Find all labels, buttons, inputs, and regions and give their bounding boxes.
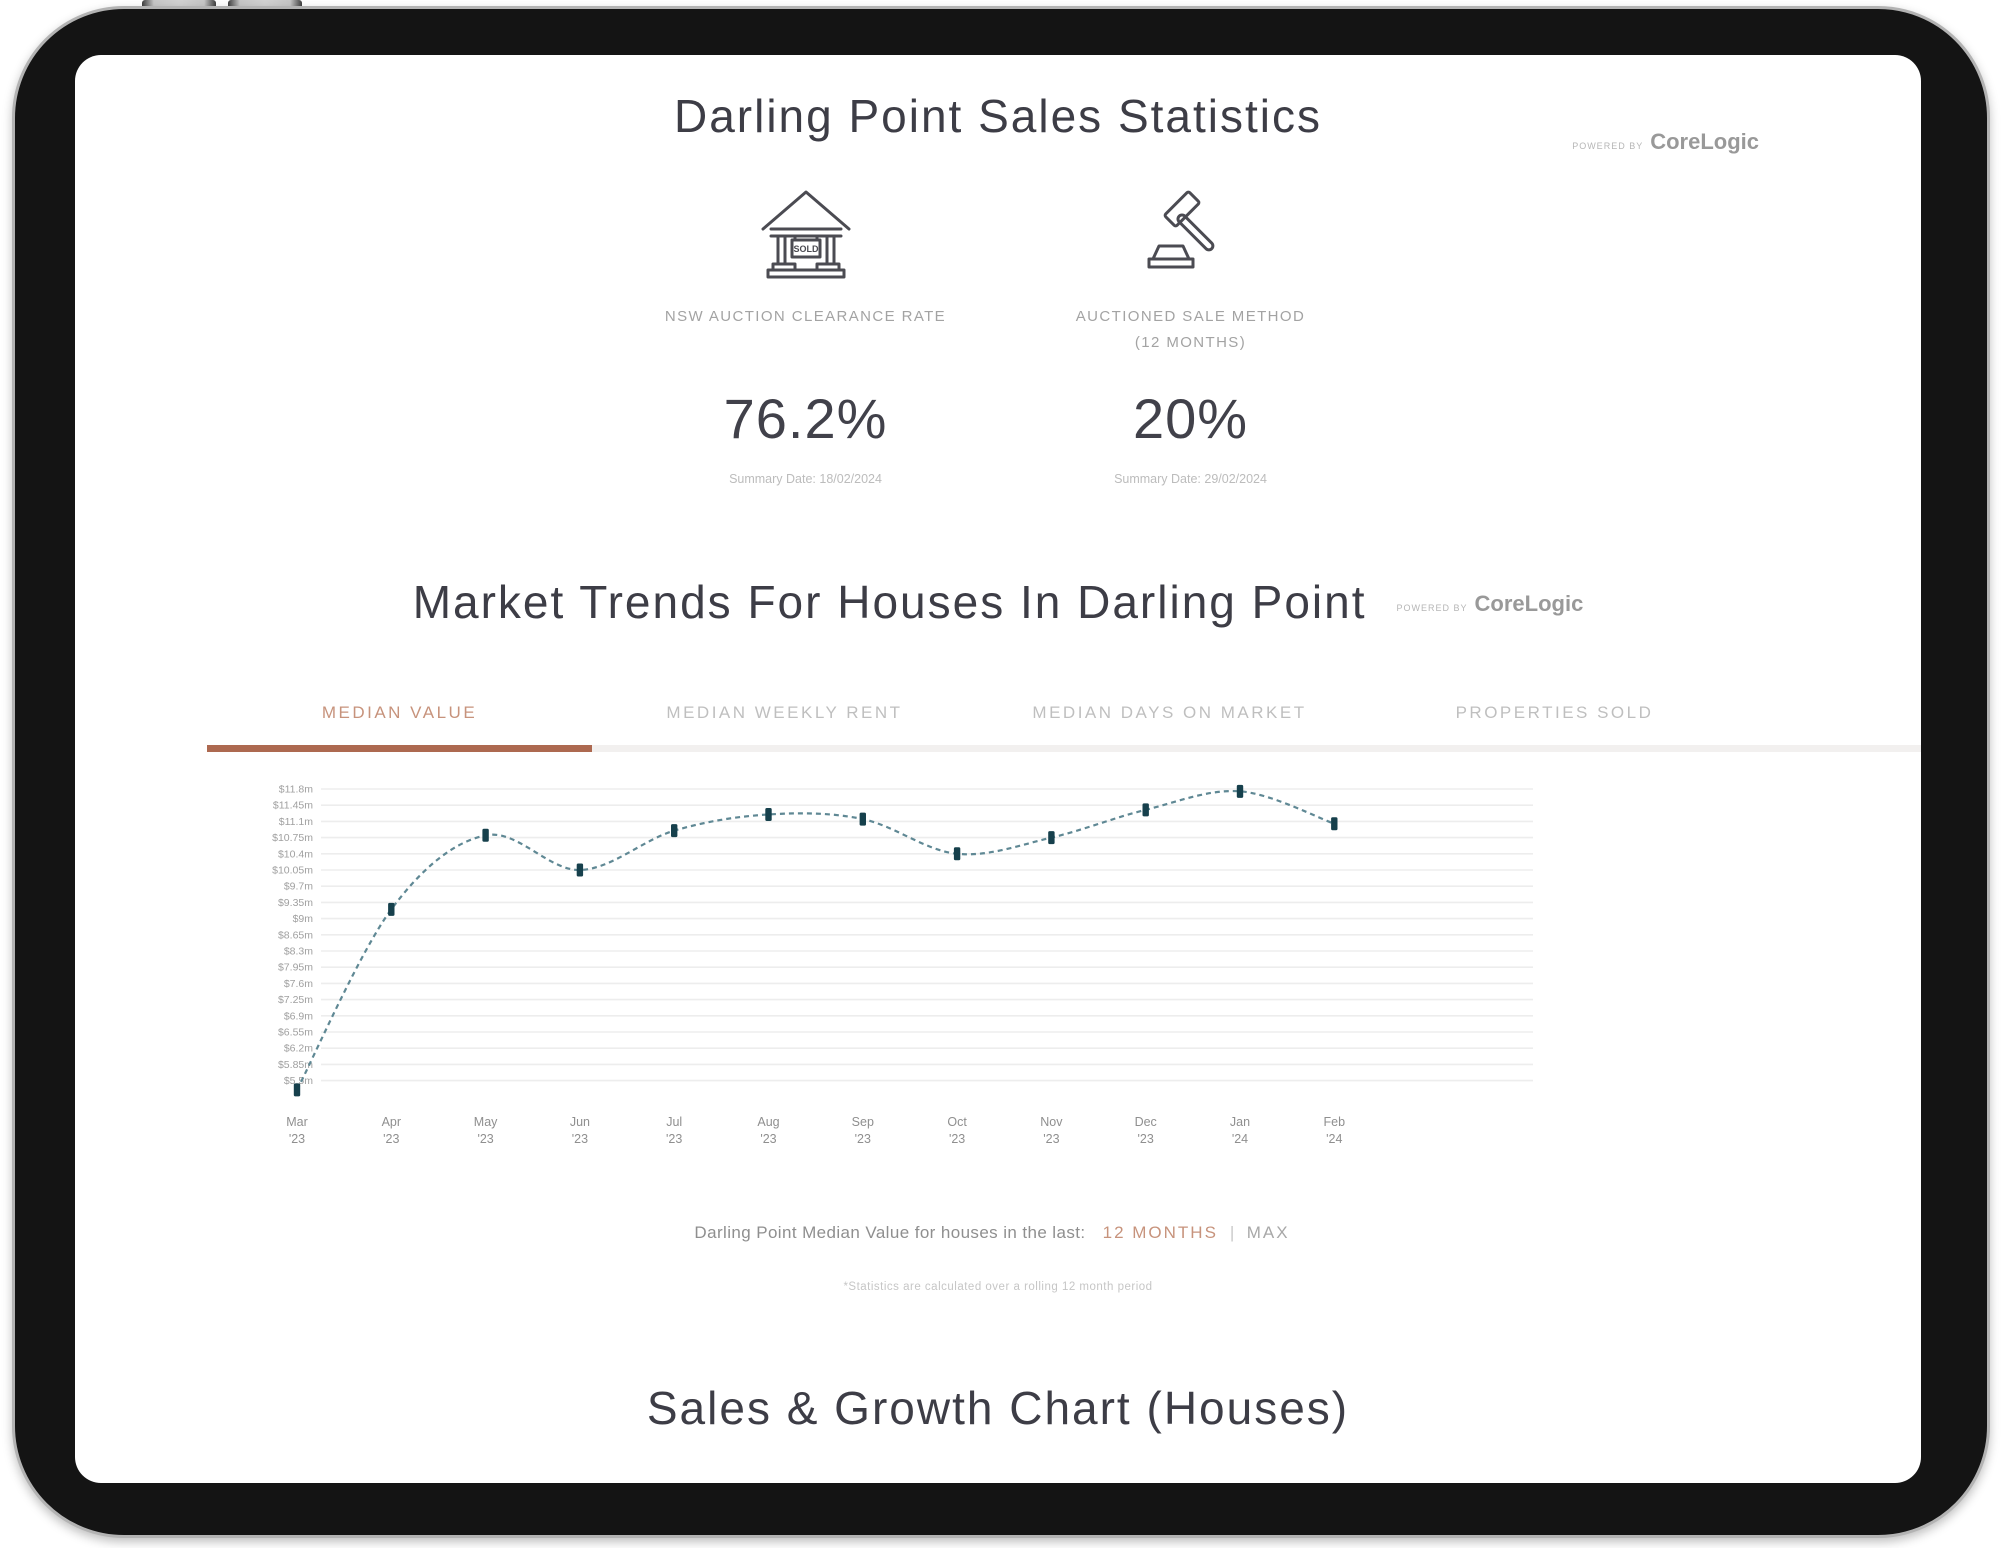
svg-text:'23: '23 (760, 1132, 776, 1146)
tab-median-value[interactable]: MEDIAN VALUE (321, 703, 478, 722)
trend-tabs: MEDIAN VALUE MEDIAN WEEKLY RENT MEDIAN D… (207, 703, 1747, 723)
svg-text:Apr: Apr (382, 1115, 401, 1129)
powered-by-badge: POWERED BY CoreLogic (1397, 569, 1584, 621)
chart-footnote: *Statistics are calculated over a rollin… (843, 1281, 1153, 1293)
tab-median-days-on-market[interactable]: MEDIAN DAYS ON MARKET (1032, 703, 1307, 722)
svg-text:$9.7m: $9.7m (284, 881, 313, 893)
stat-value: 20% (1132, 387, 1249, 450)
powered-by-prefix: POWERED BY (1572, 141, 1644, 151)
svg-text:Sep: Sep (852, 1115, 874, 1129)
stat-summary-date: Summary Date: 18/02/2024 (729, 471, 882, 486)
volume-down-button[interactable] (228, 0, 302, 11)
svg-text:$5.5m: $5.5m (284, 1075, 313, 1087)
gavel-icon (1147, 190, 1214, 269)
section-title-sales-growth: Sales & Growth Chart (Houses) (646, 1382, 1350, 1434)
svg-text:$6.55m: $6.55m (278, 1027, 313, 1039)
svg-text:Aug: Aug (757, 1115, 779, 1129)
svg-text:$7.6m: $7.6m (284, 978, 313, 990)
volume-up-button[interactable] (142, 0, 216, 11)
svg-text:May: May (474, 1115, 498, 1129)
powered-by-badge: POWERED BY CoreLogic (1572, 129, 1759, 155)
svg-text:$11.1m: $11.1m (279, 816, 313, 828)
svg-text:$7.95m: $7.95m (278, 962, 313, 974)
svg-text:'23: '23 (383, 1132, 399, 1146)
svg-text:Jun: Jun (570, 1115, 590, 1129)
tablet-screen: Darling Point Sales Statistics POWERED B… (75, 55, 1921, 1483)
svg-text:$10.05m: $10.05m (272, 865, 313, 877)
svg-text:'24: '24 (1326, 1132, 1342, 1146)
svg-text:'23: '23 (1138, 1132, 1154, 1146)
page-title: Darling Point Sales Statistics (673, 90, 1323, 142)
powered-by-prefix: POWERED BY (1396, 603, 1468, 613)
tabs-active-indicator (207, 745, 592, 752)
svg-text:Dec: Dec (1135, 1115, 1157, 1129)
svg-text:$8.65m: $8.65m (278, 929, 313, 941)
svg-text:'23: '23 (477, 1132, 493, 1146)
stat-card-auctioned-sale-method: AUCTIONED SALE METHOD (12 MONTHS) 20% Sum… (1011, 185, 1371, 486)
svg-text:$9.35m: $9.35m (278, 897, 313, 909)
tabs-track (207, 745, 1921, 752)
svg-text:$9m: $9m (293, 913, 314, 925)
svg-text:Oct: Oct (947, 1115, 967, 1129)
stat-summary-date: Summary Date: 29/02/2024 (1114, 471, 1267, 486)
svg-text:$11.8m: $11.8m (279, 784, 313, 796)
svg-text:$6.9m: $6.9m (284, 1010, 313, 1022)
median-value-trend-chart: $11.8m $11.45m $11.1m $10.75m $10.4m $10.05m $… (272, 784, 1533, 1146)
svg-text:Jul: Jul (666, 1115, 682, 1129)
svg-text:Jan: Jan (1230, 1115, 1250, 1129)
svg-text:SOLD: SOLD (793, 244, 819, 254)
svg-text:'23: '23 (572, 1132, 588, 1146)
tab-properties-sold[interactable]: PROPERTIES SOLD (1455, 703, 1654, 722)
range-prefix: Darling Point Median Value for houses in… (694, 1223, 1086, 1242)
stat-label: AUCTIONED SALE METHOD (12 MONTHS) (1075, 308, 1306, 352)
svg-text:$7.25m: $7.25m (278, 994, 313, 1006)
svg-text:'23: '23 (855, 1132, 871, 1146)
svg-text:Feb: Feb (1324, 1115, 1346, 1129)
range-separator: | (1229, 1223, 1235, 1242)
range-option-max[interactable]: MAX (1246, 1223, 1290, 1242)
range-selector-row: Darling Point Median Value for houses in… (75, 1223, 1921, 1243)
stat-card-auction-clearance: SOLD NSW AUCTION CLEARANCE RATE 76.2% Su… (626, 185, 986, 486)
svg-text:'24: '24 (1232, 1132, 1248, 1146)
stats-row: SOLD NSW AUCTION CLEARANCE RATE 76.2% Su… (75, 185, 1921, 486)
svg-text:'23: '23 (1043, 1132, 1059, 1146)
svg-text:'23: '23 (949, 1132, 965, 1146)
svg-text:$5.85m: $5.85m (278, 1059, 313, 1071)
svg-text:Mar: Mar (286, 1115, 308, 1129)
tablet-frame: Darling Point Sales Statistics POWERED B… (12, 6, 1990, 1538)
stat-value: 76.2% (723, 387, 888, 450)
sold-house-icon: SOLD (761, 190, 850, 279)
svg-text:$10.4m: $10.4m (278, 848, 313, 860)
svg-text:$11.45m: $11.45m (273, 800, 313, 812)
svg-text:Nov: Nov (1040, 1115, 1063, 1129)
svg-text:$10.75m: $10.75m (272, 832, 313, 844)
svg-text:'23: '23 (289, 1132, 305, 1146)
stat-label: NSW AUCTION CLEARANCE RATE (664, 308, 947, 325)
corelogic-logo: CoreLogic (1474, 591, 1584, 616)
section-title-market-trends: Market Trends For Houses In Darling Poin… (75, 575, 1921, 629)
range-option-12-months[interactable]: 12 MONTHS (1102, 1223, 1218, 1242)
svg-text:'23: '23 (666, 1132, 682, 1146)
svg-text:$6.2m: $6.2m (284, 1043, 313, 1055)
tab-median-weekly-rent[interactable]: MEDIAN WEEKLY RENT (666, 703, 903, 722)
svg-text:$8.3m: $8.3m (284, 946, 313, 958)
corelogic-logo: CoreLogic (1650, 129, 1759, 154)
